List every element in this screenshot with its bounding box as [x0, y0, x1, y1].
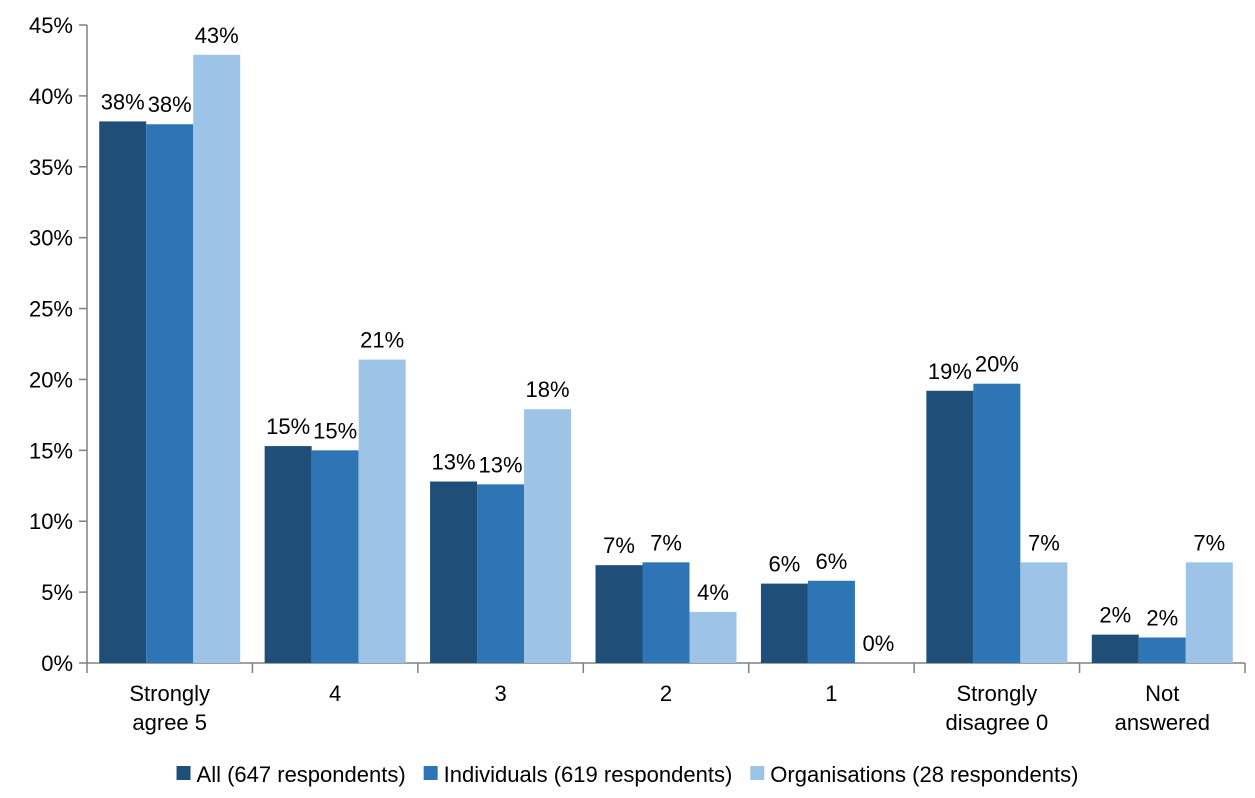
- bar: [99, 121, 147, 664]
- data-label: 7%: [1028, 530, 1060, 555]
- legend-swatch: [750, 766, 765, 780]
- data-label: 13%: [479, 452, 523, 477]
- y-tick-label: 30%: [29, 226, 73, 251]
- y-tick-label: 35%: [29, 155, 73, 180]
- data-label: 4%: [697, 580, 729, 605]
- x-category-label: 2: [660, 681, 672, 706]
- data-label: 38%: [101, 89, 145, 114]
- data-label: 21%: [360, 328, 404, 353]
- x-category-label: Not answered: [1115, 681, 1210, 735]
- data-label: 0%: [863, 631, 895, 656]
- legend-label: All (647 respondents): [197, 762, 406, 787]
- y-tick-label: 25%: [29, 297, 73, 322]
- bar: [760, 583, 808, 663]
- data-label: 7%: [1193, 530, 1225, 555]
- data-label: 13%: [432, 450, 476, 475]
- x-category-label: Strongly disagree 0: [945, 681, 1048, 735]
- data-label: 38%: [148, 92, 192, 117]
- data-label: 7%: [650, 530, 682, 555]
- bar: [1091, 634, 1139, 663]
- bar: [146, 124, 194, 663]
- legend-swatch: [423, 766, 438, 780]
- bar: [642, 562, 690, 663]
- x-category-label: 3: [494, 681, 506, 706]
- x-category-label: 1: [825, 681, 837, 706]
- y-axis: 0% 5% 10% 15% 20% 25% 30% 35% 40% 45%: [29, 13, 88, 676]
- bar: [807, 580, 855, 663]
- x-category-label: 4: [329, 681, 341, 706]
- bar: [1185, 562, 1233, 663]
- data-label: 18%: [526, 377, 570, 402]
- data-label: 15%: [313, 418, 357, 443]
- data-label: 15%: [266, 414, 310, 439]
- bar: [311, 450, 359, 663]
- bar: [973, 383, 1021, 663]
- y-tick-label: 0%: [41, 651, 73, 676]
- data-label: 6%: [769, 552, 801, 577]
- data-label: 19%: [928, 359, 972, 384]
- legend-label: Organisations (28 respondents): [770, 762, 1078, 787]
- bar: [926, 390, 974, 663]
- bar: [524, 409, 572, 663]
- legend-swatch: [176, 766, 191, 780]
- y-tick-label: 5%: [41, 580, 73, 605]
- bars: [99, 54, 1233, 664]
- data-label: 2%: [1146, 605, 1178, 630]
- data-label: 2%: [1099, 603, 1131, 628]
- data-label: 43%: [195, 23, 239, 48]
- y-tick-label: 45%: [29, 13, 73, 38]
- y-tick-label: 10%: [29, 509, 73, 534]
- bar: [193, 54, 241, 664]
- bar: [1020, 562, 1068, 663]
- x-category-label: Strongly agree 5: [129, 681, 210, 735]
- bar: [358, 359, 406, 663]
- y-tick-label: 15%: [29, 438, 73, 463]
- data-labels: 38% 15% 13% 7% 6% 19% 2% 38% 15% 13% 7% 6% 20% 2% 43% 2…: [101, 23, 1225, 656]
- data-label: 6%: [816, 549, 848, 574]
- bar: [595, 565, 643, 663]
- bar: [1138, 637, 1186, 663]
- y-tick-label: 20%: [29, 367, 73, 392]
- bar: [430, 481, 478, 663]
- bar: [477, 484, 525, 663]
- bar: [689, 611, 737, 663]
- data-label: 20%: [975, 352, 1019, 377]
- legend-label: Individuals (619 respondents): [444, 762, 733, 787]
- y-tick-label: 40%: [29, 84, 73, 109]
- x-axis: Strongly agree 5 4 3 2 1 Strongly disagree 0 Not…: [86, 662, 1246, 735]
- data-label: 7%: [603, 533, 635, 558]
- bar: [264, 446, 312, 663]
- legend: All (647 respondents) Individuals (619 re…: [176, 762, 1078, 787]
